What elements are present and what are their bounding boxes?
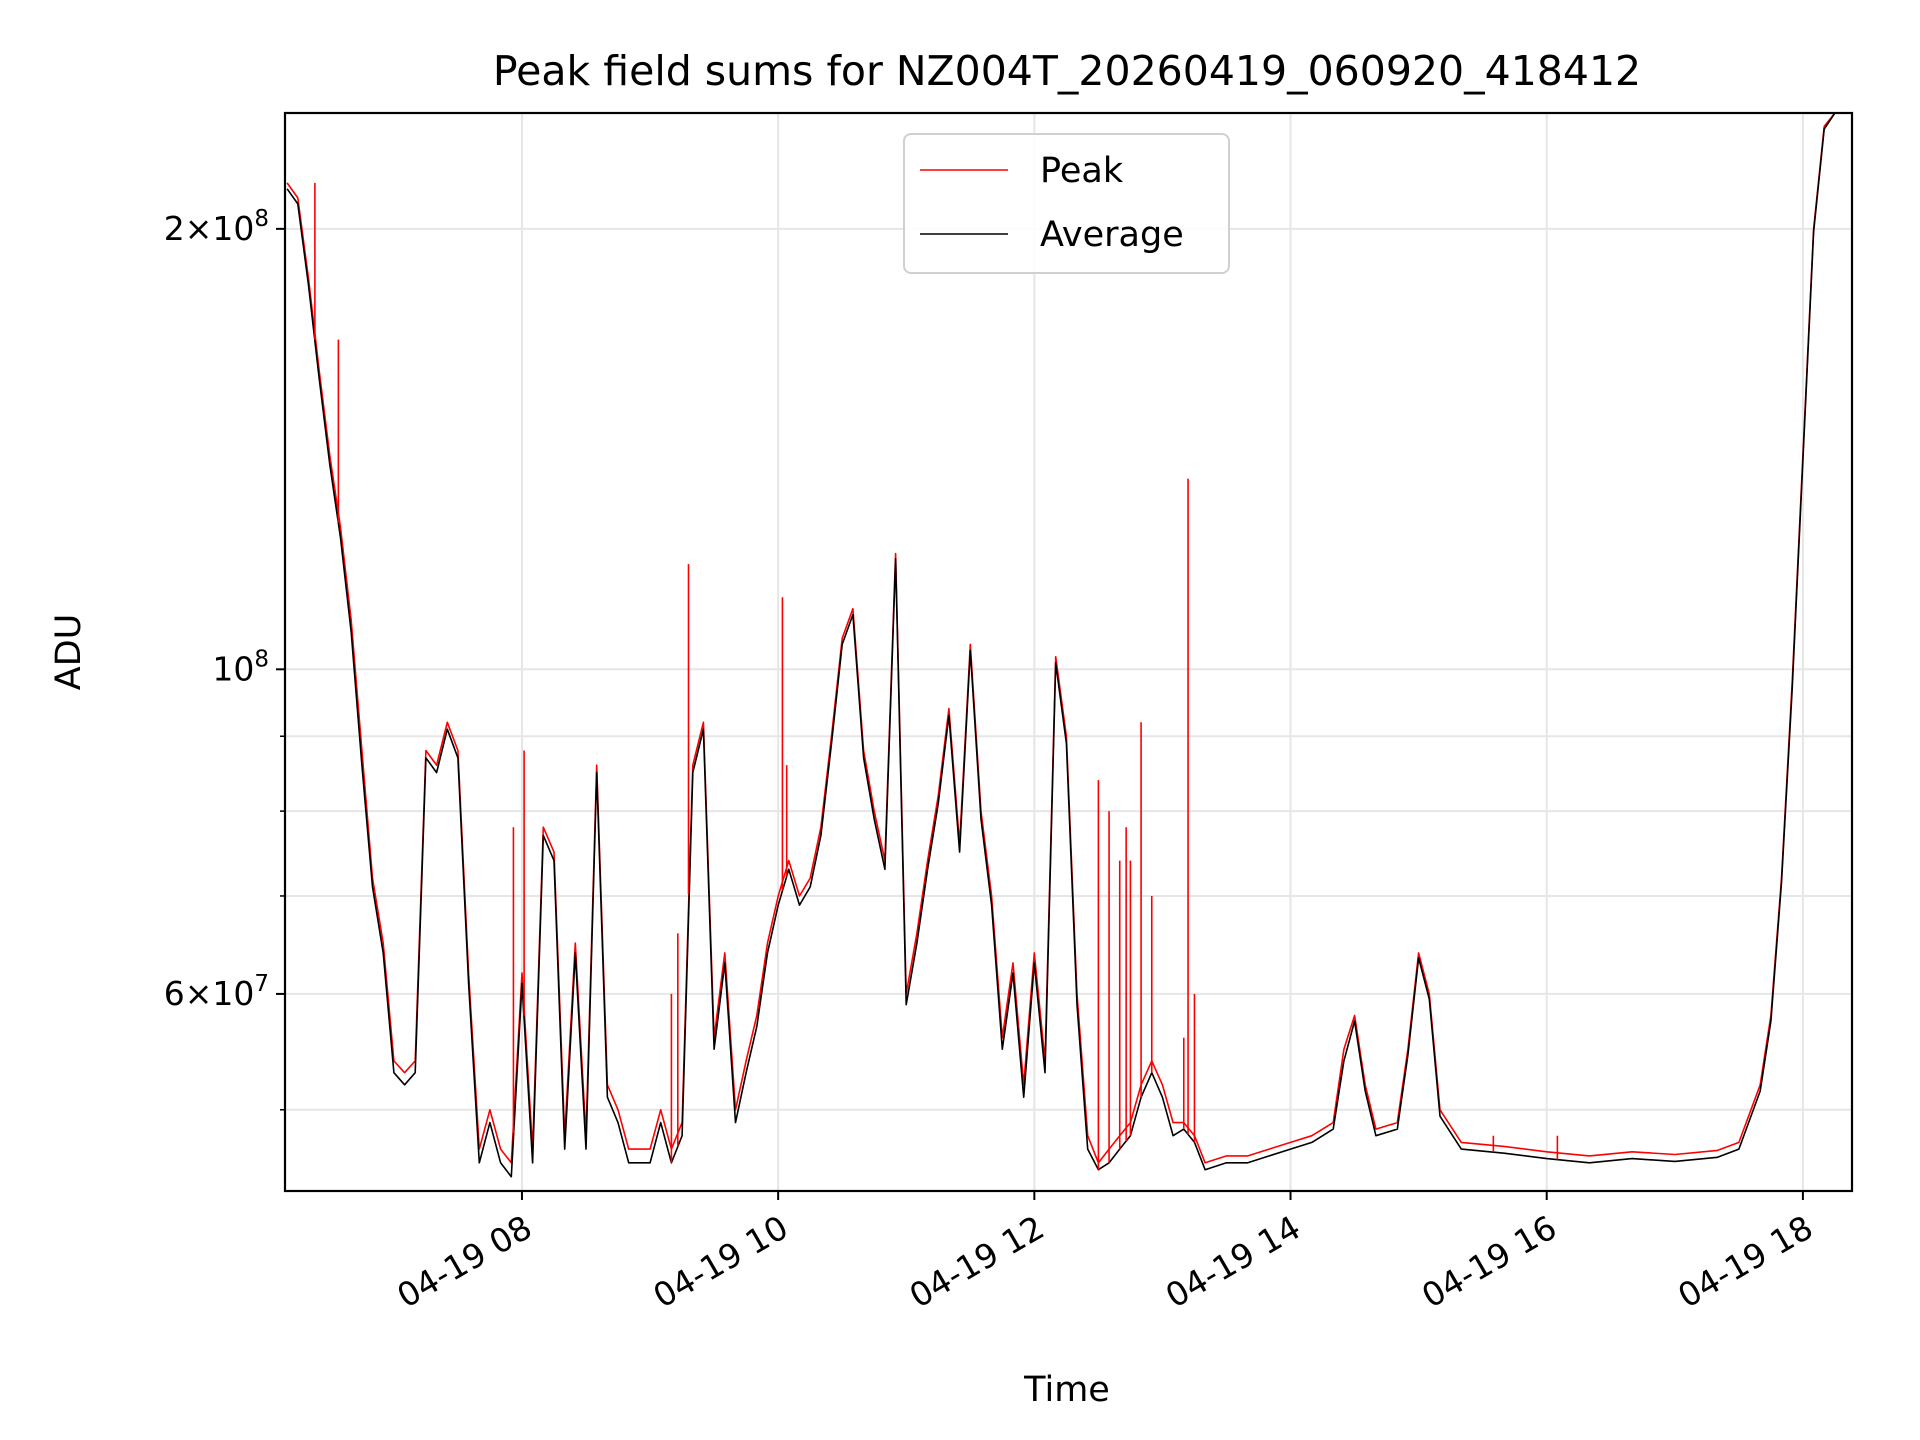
- legend-label-average: Average: [1040, 215, 1184, 255]
- x-tick-label: 04-19 14: [1159, 1208, 1307, 1316]
- x-tick-label: 04-19 12: [903, 1208, 1051, 1316]
- series-line-peak: [286, 113, 1836, 1164]
- legend: Peak Average: [903, 133, 1230, 274]
- x-axis-label: Time: [1023, 1370, 1110, 1410]
- y-tick-label: 6×107: [164, 971, 269, 1013]
- x-axis-ticks: 04-19 08 04-19 10 04-19 12 04-19 14 04-19 16…: [390, 1191, 1819, 1316]
- x-tick-label: 04-19 18: [1671, 1208, 1819, 1316]
- legend-label-peak: Peak: [1040, 151, 1124, 191]
- series-lines: [286, 113, 1836, 1178]
- x-tick-label: 04-19 08: [390, 1208, 538, 1316]
- y-tick-label: 108: [212, 646, 269, 688]
- legend-box: [903, 133, 1230, 274]
- x-tick-label: 04-19 10: [647, 1208, 795, 1316]
- y-axis-label: ADU: [49, 614, 89, 691]
- chart-title: Peak field sums for NZ004T_20260419_0609…: [493, 47, 1641, 95]
- y-axis-ticks: 6×107 108 2×108: [164, 206, 285, 1111]
- x-tick-label: 04-19 16: [1415, 1208, 1563, 1316]
- series-line-average: [286, 113, 1836, 1178]
- plot-frame: [283, 111, 1854, 1193]
- y-tick-label: 2×108: [164, 206, 269, 248]
